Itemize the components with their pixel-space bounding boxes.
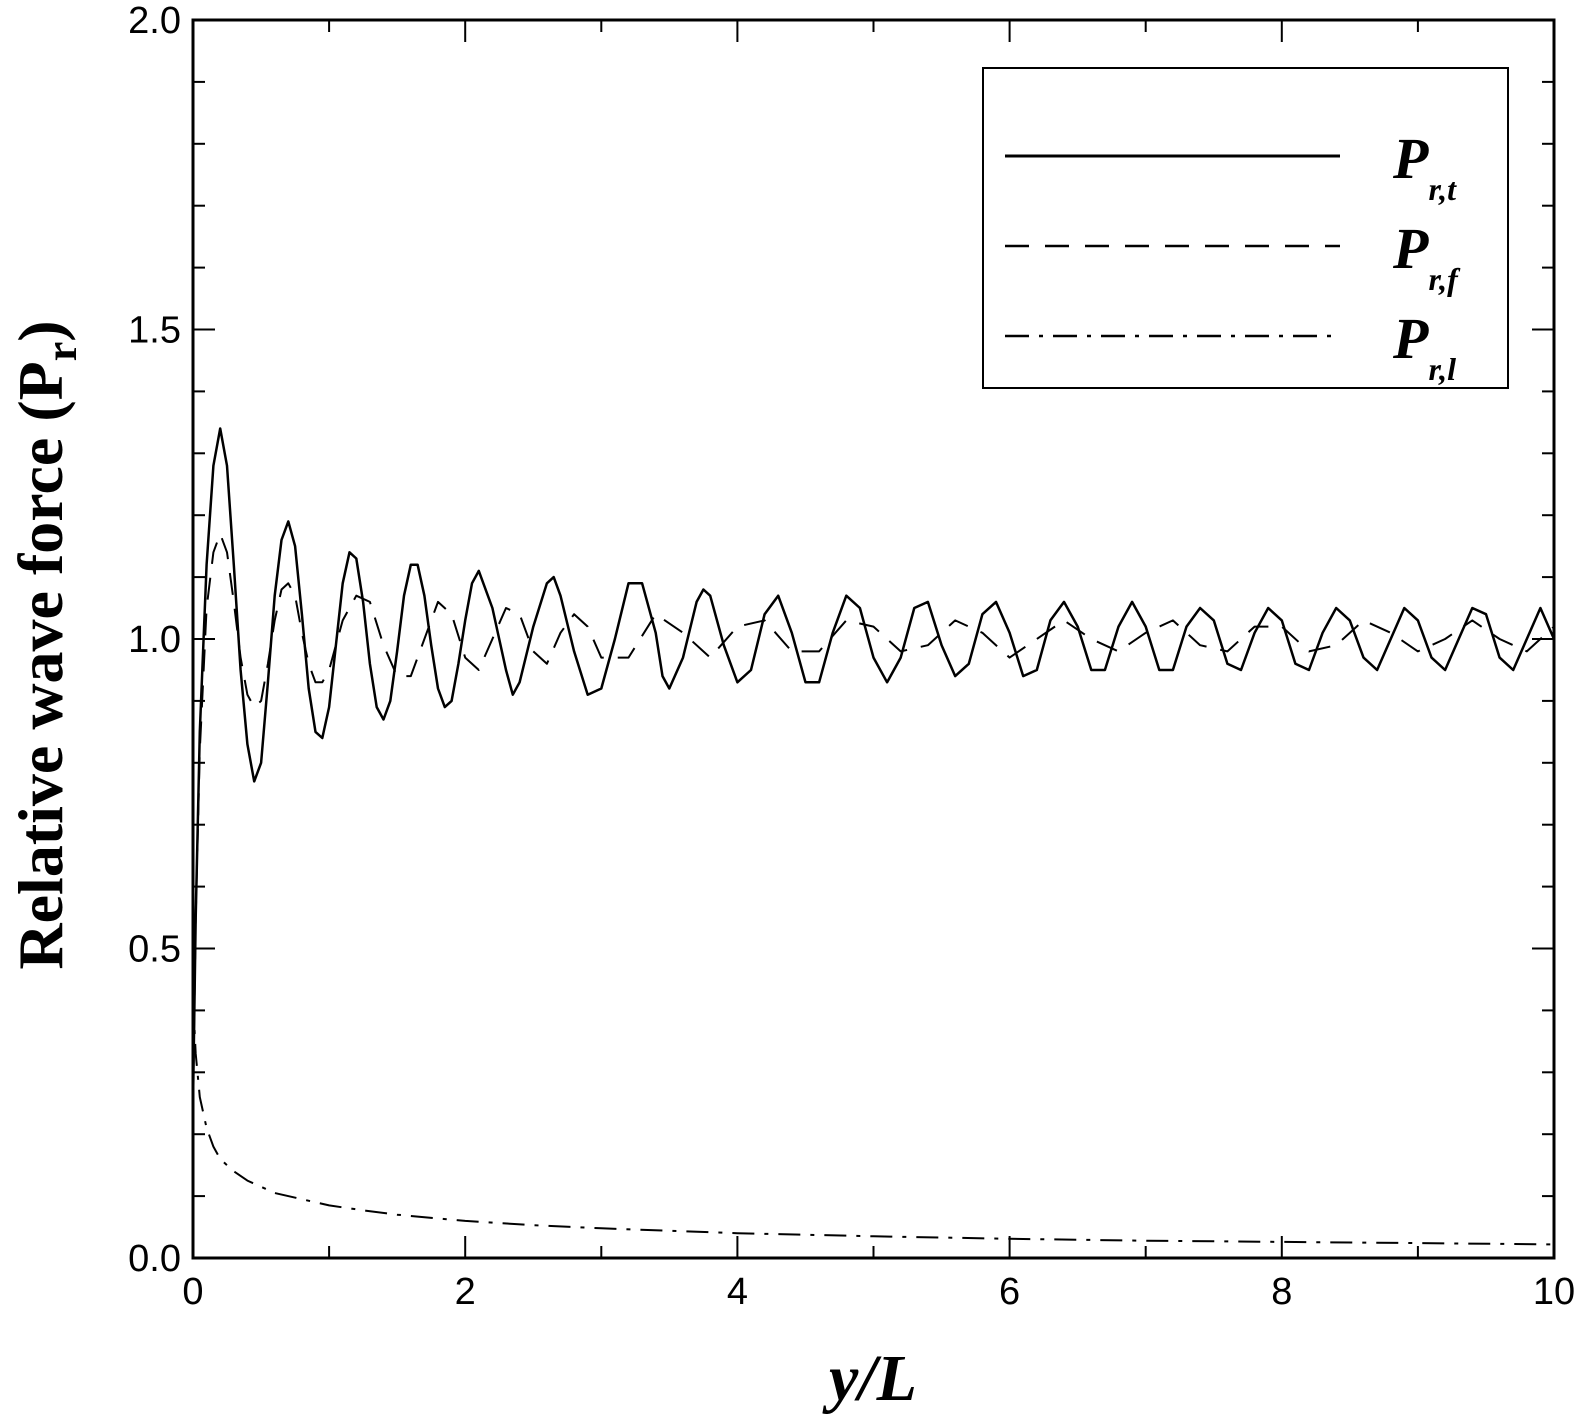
series-line-t [191,427,1556,1104]
x-tick-label: 10 [1533,1271,1575,1313]
ticks-layer: 0 2 4 6 8 10 0.0 0.5 1.0 1.5 2.0 [128,0,1575,1313]
x-tick-label: 0 [182,1271,203,1313]
x-tick-label: 2 [455,1271,476,1313]
plot-frame [191,18,1556,1260]
legend: Pr,t Pr,f Pr,l [982,67,1509,389]
series-line-f [192,532,1555,1104]
y-tick-label: 0.0 [128,1238,181,1280]
y-axis-title-close: ) [5,320,76,341]
legend-label-f: Pr,f [1392,216,1461,297]
y-tick-label: 1.5 [128,310,181,352]
y-axis-title-main: Relative wave force (P [5,361,76,969]
x-tick-label: 8 [1271,1271,1292,1313]
series-layer [191,427,1556,1246]
legend-label-t: Pr,t [1392,126,1457,207]
x-tick-label: 4 [727,1271,748,1313]
y-axis-title: Relative wave force (Pr) [5,320,86,969]
y-tick-label: 2.0 [128,0,181,42]
x-tick-label: 6 [999,1271,1020,1313]
x-axis-title: y/L [822,1342,917,1415]
legend-label-l: Pr,l [1392,306,1456,387]
y-axis-title-sub: r [37,342,86,362]
legend-box [982,67,1509,389]
y-tick-label: 1.0 [128,619,181,661]
series-line-l [192,997,1555,1246]
y-tick-label: 0.5 [128,929,181,971]
